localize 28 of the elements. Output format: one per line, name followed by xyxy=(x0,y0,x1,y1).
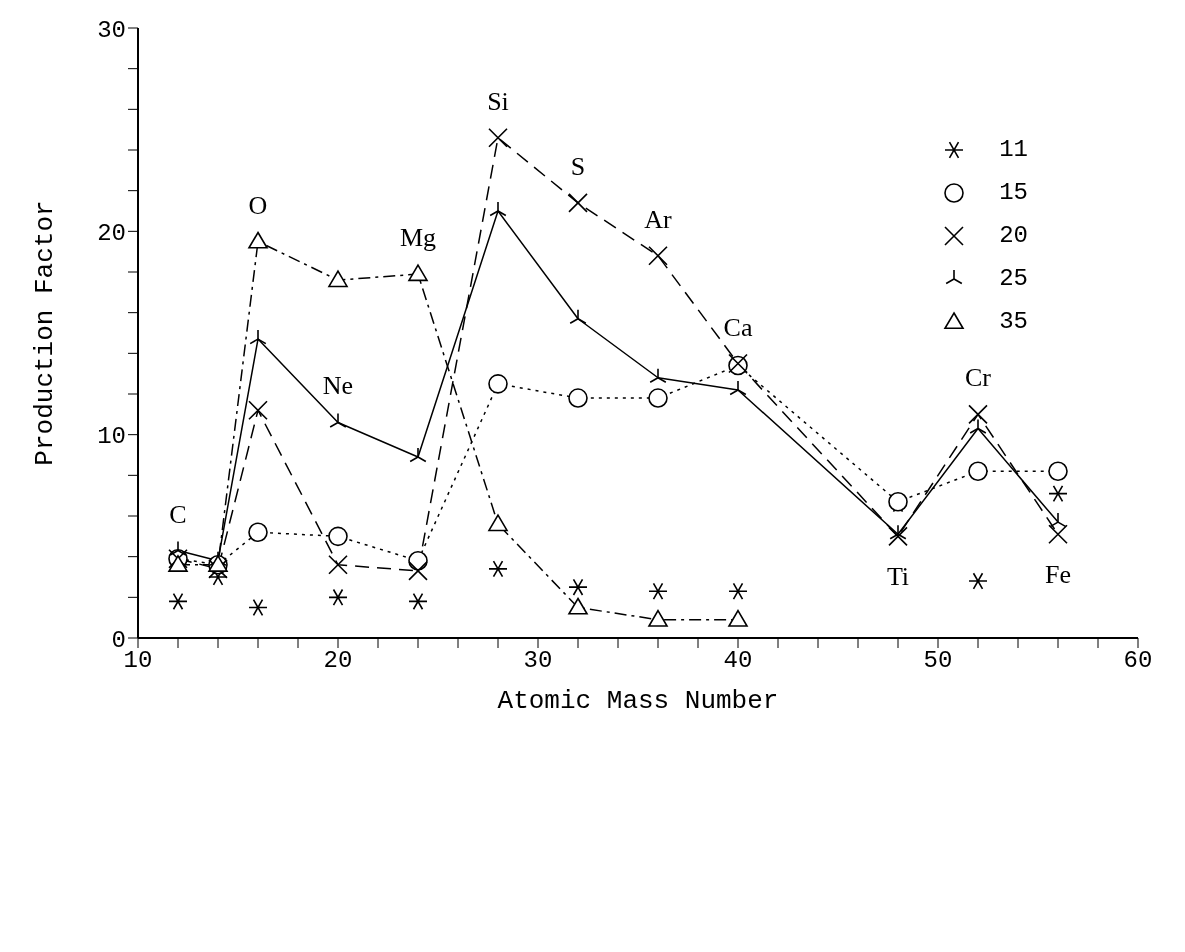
x-tick-label: 60 xyxy=(1123,647,1153,675)
y-tick-label: 30 xyxy=(97,16,126,44)
annotation: Ca xyxy=(723,312,753,342)
y-tick-label: 10 xyxy=(97,423,126,451)
legend-label: 15 xyxy=(999,179,1028,206)
annotation: Fe xyxy=(1045,559,1071,589)
y-tick-label: 0 xyxy=(111,626,126,654)
legend-label: 11 xyxy=(999,136,1028,163)
annotation: S xyxy=(570,151,586,181)
legend-label: 20 xyxy=(999,222,1028,249)
x-tick-label: 30 xyxy=(523,647,553,675)
y-axis-title: Production Factor xyxy=(30,200,61,466)
x-tick-label: 40 xyxy=(723,647,753,675)
annotation: Ti xyxy=(886,561,910,591)
legend-label: 35 xyxy=(999,308,1028,335)
x-tick-label: 50 xyxy=(923,647,953,675)
annotation: Ar xyxy=(644,204,673,234)
legend-label: 25 xyxy=(999,265,1028,292)
annotation: Ne xyxy=(322,371,354,401)
x-axis-title: Atomic Mass Number xyxy=(497,686,779,716)
x-tick-label: 10 xyxy=(123,647,153,675)
annotation: C xyxy=(169,499,187,529)
annotation: O xyxy=(248,190,268,220)
y-tick-label: 20 xyxy=(97,219,126,247)
annotation: Si xyxy=(487,86,509,116)
annotation: Mg xyxy=(399,223,437,253)
x-tick-label: 20 xyxy=(323,647,353,675)
annotation: Cr xyxy=(965,363,992,393)
